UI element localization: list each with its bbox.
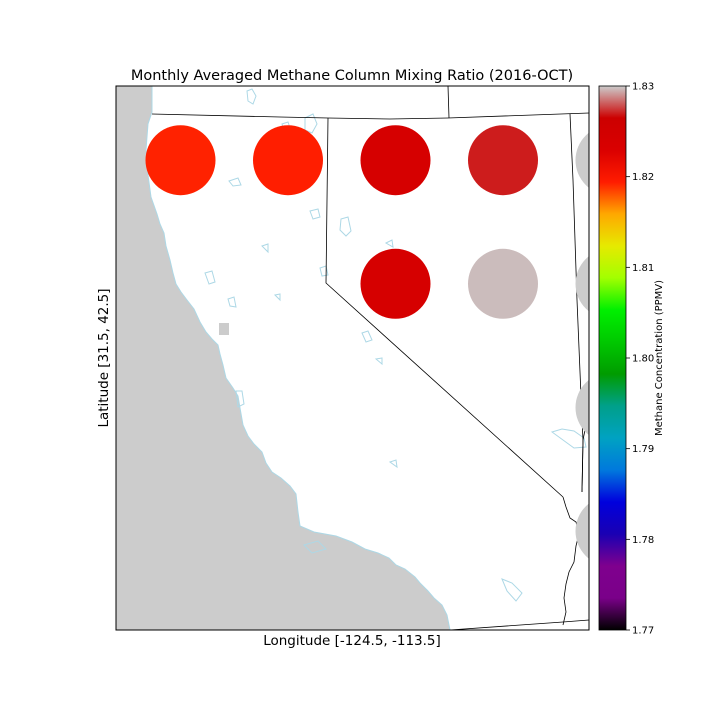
- lake: [550, 428, 587, 449]
- island: [219, 323, 229, 335]
- lake: [388, 459, 398, 469]
- lake: [319, 265, 329, 277]
- border-oregon-california: [151, 112, 589, 120]
- data-point: [575, 132, 589, 188]
- data-point: [575, 379, 589, 436]
- lake: [304, 113, 318, 134]
- border-colorado-river: [562, 496, 580, 626]
- lakes: [204, 88, 587, 602]
- lake: [235, 390, 245, 408]
- colorbar: 1.83 1.82 1.81 1.80 1.79 1.78 1.77 Methane Con…: [598, 82, 665, 637]
- lake: [501, 578, 523, 602]
- colorbar-fill: [598, 85, 627, 631]
- lake: [204, 270, 216, 285]
- data-point: [468, 125, 538, 196]
- lake: [246, 88, 257, 105]
- lake: [261, 243, 269, 254]
- map-frame: [115, 85, 590, 631]
- border-oregon-idaho-north: [447, 86, 450, 119]
- data-point: [468, 248, 538, 319]
- y-axis-label: Latitude [31.5, 42.5]: [96, 288, 112, 427]
- colorbar-tick-label: 1.83: [632, 82, 654, 93]
- lake: [361, 330, 373, 343]
- lake: [384, 239, 394, 248]
- colorbar-tick-label: 1.80: [632, 354, 654, 365]
- data-point: [360, 248, 431, 319]
- ocean: [116, 86, 450, 630]
- data-point: [360, 125, 431, 196]
- lake: [339, 216, 352, 237]
- colorbar-label: Methane Concentration (PPMV): [654, 280, 665, 436]
- lake: [273, 293, 281, 302]
- data-point: [145, 125, 216, 196]
- lake: [374, 357, 383, 366]
- lake: [303, 540, 327, 554]
- lake: [228, 177, 242, 187]
- chart-title: Monthly Averaged Methane Column Mixing R…: [131, 68, 573, 84]
- border-mexico: [449, 619, 589, 630]
- data-point: [575, 503, 589, 559]
- colorbar-tick-label: 1.82: [632, 172, 654, 183]
- x-axis-label: Longitude [-124.5, -113.5]: [263, 633, 441, 649]
- colorbar-tick-label: 1.77: [632, 626, 654, 637]
- lake: [309, 208, 321, 220]
- border-california-nevada: [325, 117, 564, 498]
- data-point: [575, 256, 589, 312]
- state-borders: [151, 86, 589, 630]
- data-point: [253, 125, 323, 196]
- colorbar-tick-label: 1.79: [632, 444, 654, 455]
- coastline: [145, 86, 451, 630]
- map-area: [116, 86, 589, 630]
- colorbar-ticks: 1.83 1.82 1.81 1.80 1.79 1.78 1.77: [626, 82, 654, 637]
- data-points: [145, 125, 589, 559]
- colorbar-tick-label: 1.81: [632, 263, 654, 274]
- lake: [227, 296, 237, 308]
- colorbar-tick-label: 1.78: [632, 535, 654, 546]
